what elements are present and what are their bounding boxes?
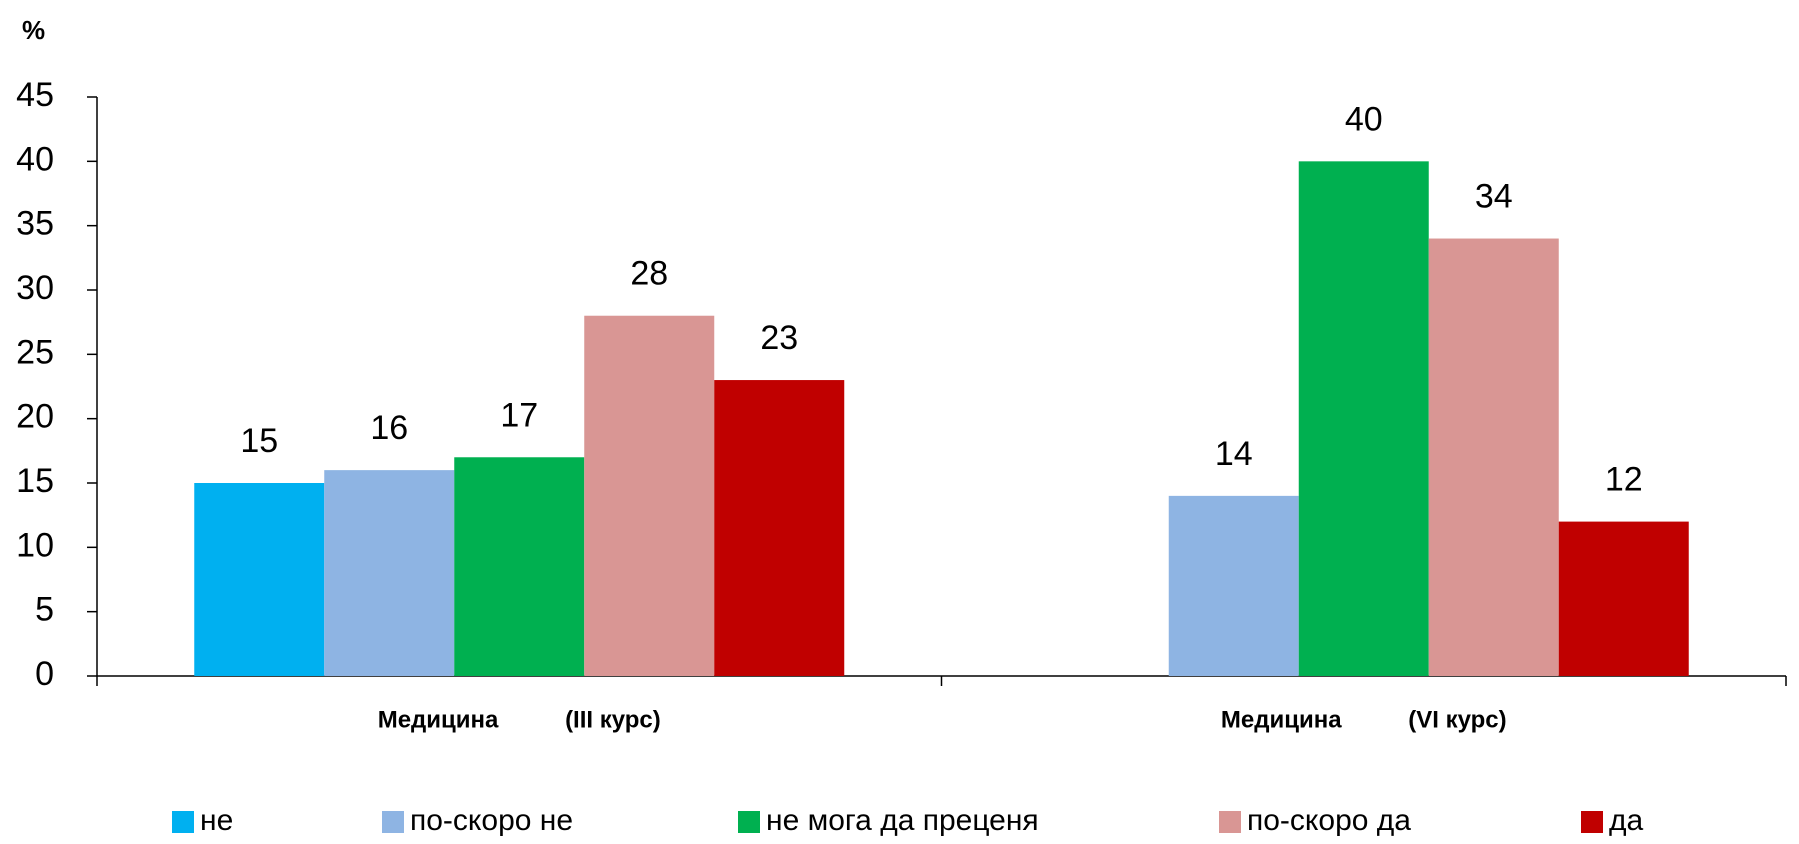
y-tick-label: 10 [16,526,54,564]
y-tick-label: 45 [16,76,54,114]
y-tick-label: 35 [16,205,54,243]
value-label: 14 [1215,435,1253,473]
legend-label: по-скоро не [410,804,573,837]
y-axis-label: % [22,15,45,45]
value-label: 34 [1475,178,1513,216]
legend-label: не мога да преценя [766,804,1039,837]
legend-label: да [1609,804,1644,837]
legend-swatch [382,811,404,833]
y-tick-label: 5 [35,591,54,629]
y-tick-label: 30 [16,269,54,307]
bar [324,470,455,676]
bar [194,483,325,676]
bar [1168,495,1299,676]
y-tick-label: 25 [16,333,54,371]
bar [584,315,715,676]
value-label: 23 [760,319,798,357]
bar [1428,238,1559,677]
value-label: 40 [1345,100,1383,138]
legend-label: не [200,804,233,837]
value-label: 17 [500,396,538,434]
x-tick-label: Медицина (III курс) [378,706,661,733]
legend-swatch [738,811,760,833]
y-tick-label: 20 [16,398,54,436]
bar [454,457,585,676]
value-label: 15 [240,422,278,460]
x-tick-label: Медицина (VI курс) [1221,706,1507,733]
legend-swatch [1581,811,1603,833]
bar [1558,521,1689,676]
y-tick-label: 40 [16,140,54,178]
y-tick-label: 15 [16,462,54,500]
value-label: 28 [630,255,668,293]
legend-label: по-скоро да [1247,804,1411,837]
bar [714,380,845,676]
y-tick-label: 0 [35,655,54,693]
legend-swatch [1219,811,1241,833]
bar [1298,161,1429,677]
legend-swatch [172,811,194,833]
value-label: 16 [370,409,408,447]
value-label: 12 [1605,461,1643,499]
